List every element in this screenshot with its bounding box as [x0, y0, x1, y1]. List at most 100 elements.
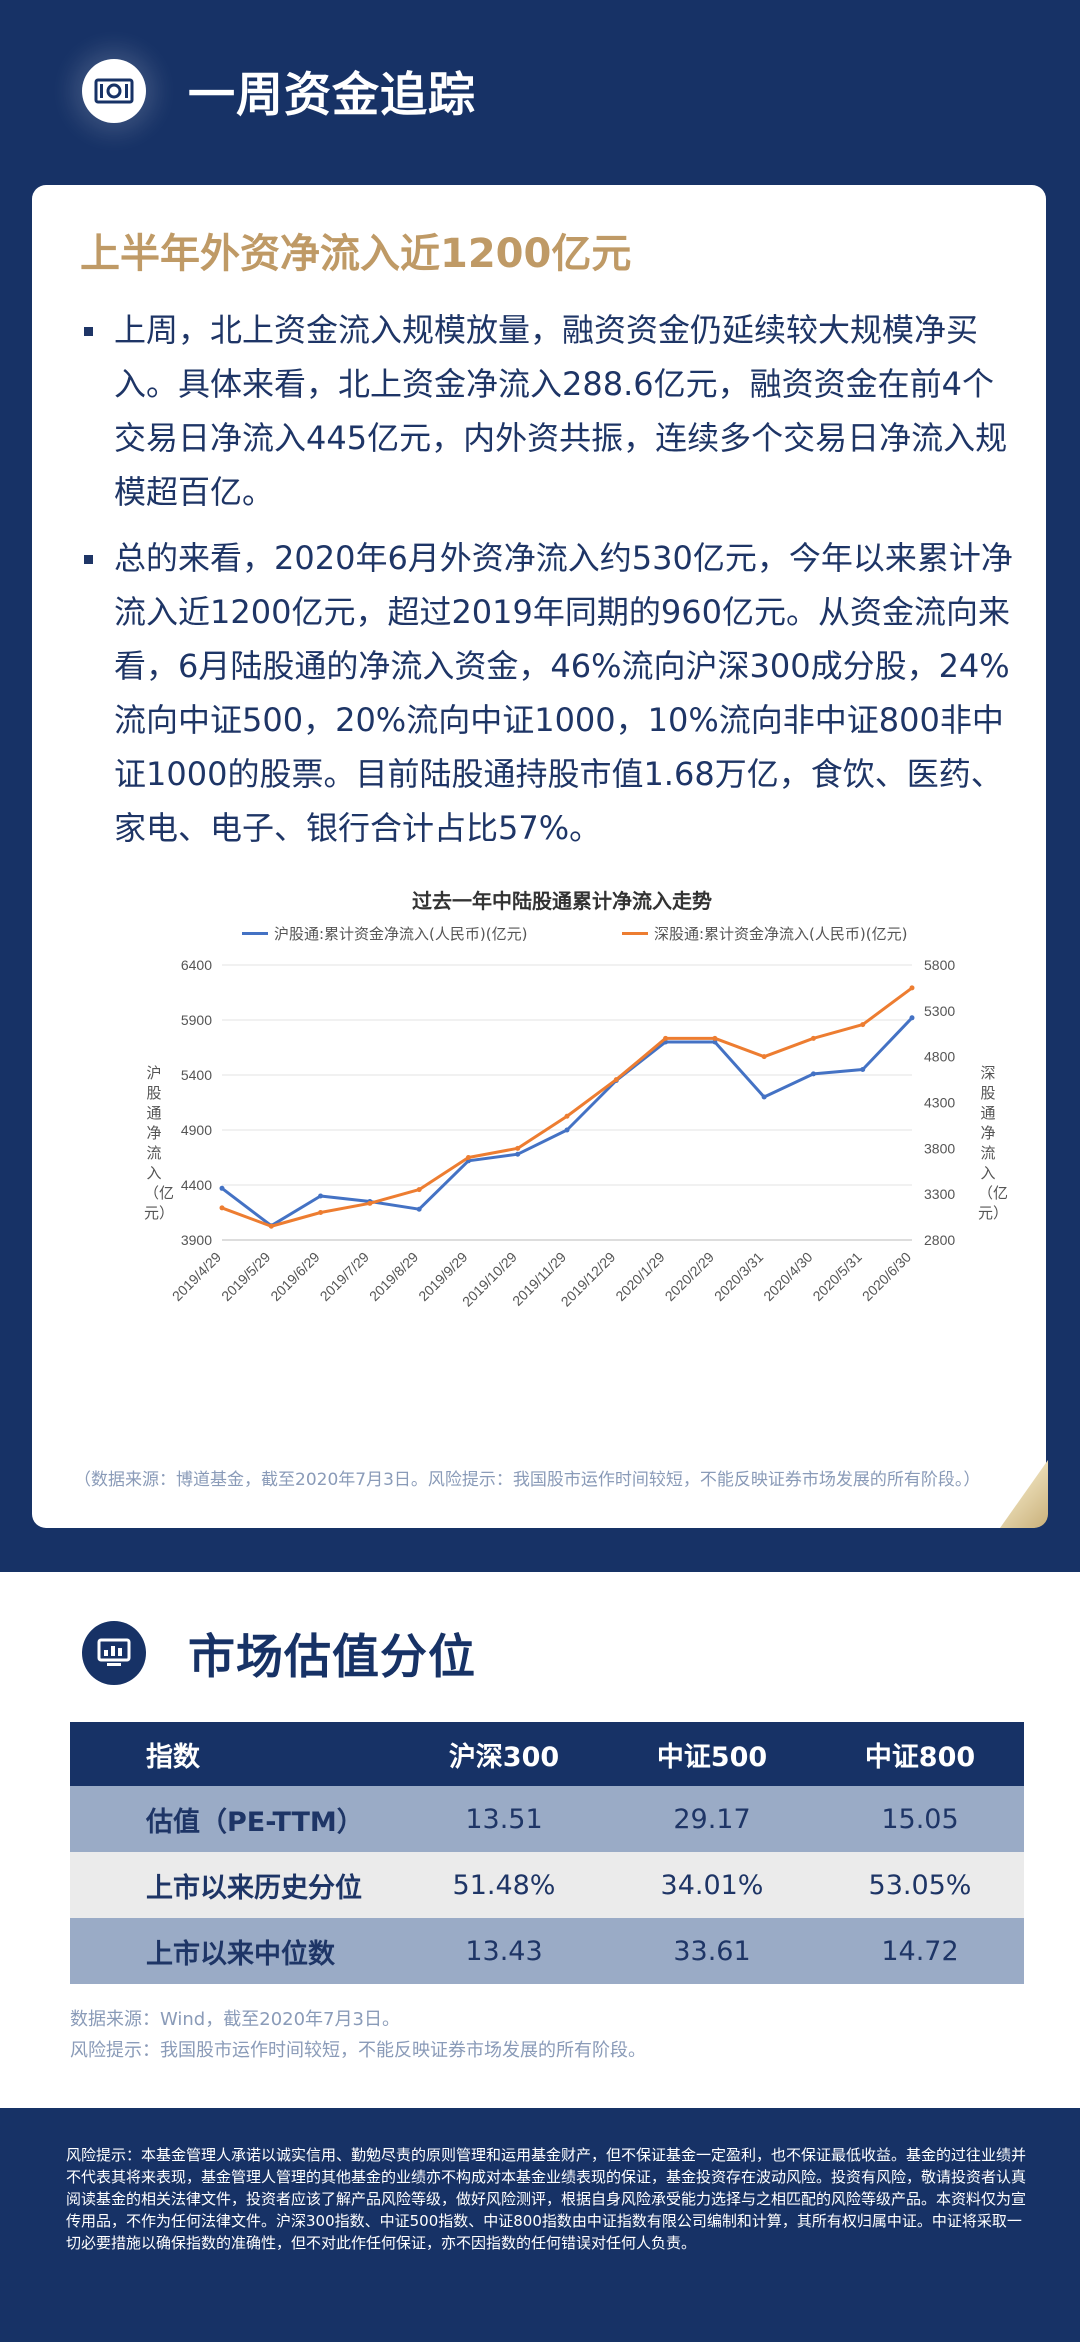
data-point: [613, 1077, 619, 1083]
table-source-note: 数据来源：Wind，截至2020年7月3日。 风险提示：我国股市运作时间较短，不…: [70, 2004, 646, 2066]
risk-text: 风险提示：我国股市运作时间较短，不能反映证券市场发展的所有阶段。: [70, 2040, 646, 2061]
legend-label: 沪股通:累计资金净流入(人民币)(亿元): [274, 925, 528, 943]
data-point: [712, 1039, 718, 1045]
y-tick-label-right: 3300: [924, 1186, 955, 1202]
source-text: 数据来源：Wind，截至2020年7月3日。: [70, 2009, 400, 2030]
x-tick-label: 2020/3/31: [711, 1249, 767, 1305]
data-point: [219, 1205, 225, 1211]
y-tick-label-right: 2800: [924, 1232, 955, 1248]
table-row: 上市以来历史分位 51.48% 34.01% 53.05%: [70, 1852, 1024, 1918]
data-point: [367, 1200, 373, 1206]
money-icon: [82, 58, 146, 123]
table-cell: 51.48%: [400, 1852, 608, 1918]
table-row: 上市以来中位数 13.43 33.61 14.72: [70, 1918, 1024, 1984]
y-tick-label-left: 4900: [181, 1122, 212, 1138]
table-cell: 34.01%: [608, 1852, 816, 1918]
chart-plot: 6400 5900 5400 4900 4400 3900 5800 5300 4800 4300…: [169, 957, 956, 1310]
y-tick-label-left: 4400: [181, 1177, 212, 1193]
x-tick-label: 2019/6/29: [267, 1249, 323, 1305]
x-tick-label: 2020/2/29: [662, 1249, 718, 1305]
data-point: [219, 1185, 225, 1191]
disclaimer-text: 风险提示：本基金管理人承诺以诚实信用、勤勉尽责的原则管理和运用基金财产，但不保证…: [66, 2146, 1027, 2252]
table-cell: 13.43: [400, 1918, 608, 1984]
bullet-marker: [84, 555, 93, 564]
y-tick-label-right: 5300: [924, 1003, 955, 1019]
y-tick-label-right: 3800: [924, 1140, 955, 1156]
column-header: 指数: [70, 1722, 400, 1786]
line-chart: 过去一年中陆股通累计净流入走势 沪股通:累计资金净流入(人民币)(亿元) 深股通…: [92, 885, 1032, 1445]
x-tick-label: 2019/7/29: [317, 1249, 373, 1305]
data-point: [860, 1022, 866, 1028]
table-header-row: 指数 沪深300 中证500 中证800: [70, 1722, 1024, 1786]
x-tick-label: 2020/5/31: [809, 1249, 865, 1305]
data-point: [663, 1035, 669, 1041]
section-title: 一周资金追踪: [188, 68, 476, 123]
y-tick-label-right: 4300: [924, 1095, 955, 1111]
table-cell: 14.72: [816, 1918, 1024, 1984]
legend-swatch-blue: [242, 932, 268, 935]
row-label: 上市以来历史分位: [70, 1852, 400, 1918]
section-header-valuation: 市场估值分位: [82, 1618, 476, 1687]
data-point: [761, 1054, 767, 1060]
paragraph-1-text: 上周，北上资金流入规模放量，融资资金仍延续较大规模净买入。具体来看，北上资金净流…: [114, 311, 1008, 511]
data-point: [564, 1127, 570, 1133]
card-title: 上半年外资净流入近1200亿元: [80, 231, 632, 277]
monitor-icon: [82, 1620, 146, 1685]
x-tick-label: 2019/5/29: [218, 1249, 274, 1305]
x-tick-label: 2020/4/30: [760, 1249, 816, 1305]
section-header-fund-tracking: 一周资金追踪: [82, 56, 476, 125]
series-line-1: [221, 986, 913, 1228]
table-cell: 29.17: [608, 1786, 816, 1852]
data-point: [564, 1113, 570, 1119]
y-tick-label-right: 4800: [924, 1049, 955, 1065]
legend-swatch-orange: [622, 932, 648, 935]
column-header: 中证500: [608, 1722, 816, 1786]
data-point: [515, 1145, 521, 1151]
y-tick-label-right: 5800: [924, 957, 955, 973]
table-cell: 15.05: [816, 1786, 1024, 1852]
data-point: [909, 1015, 915, 1021]
paragraph-2: 总的来看，2020年6月外资净流入约530亿元，今年以来累计净流入近1200亿元…: [84, 531, 1024, 855]
y-tick-label-left: 6400: [181, 957, 212, 973]
bullet-marker: [84, 327, 93, 336]
data-point: [416, 1187, 422, 1193]
x-tick-label: 2020/1/29: [612, 1249, 668, 1305]
chart-footnote: （数据来源：博道基金，截至2020年7月3日。风险提示：我国股市运作时间较短，不…: [74, 1470, 981, 1490]
legend-label: 深股通:累计资金净流入(人民币)(亿元): [654, 925, 908, 943]
row-label: 估值（PE-TTM）: [70, 1786, 400, 1852]
disclaimer-footer: 风险提示：本基金管理人承诺以诚实信用、勤勉尽责的原则管理和运用基金财产，但不保证…: [0, 2108, 1080, 2342]
table-cell: 33.61: [608, 1918, 816, 1984]
data-point: [268, 1223, 274, 1229]
fund-flow-card: 上半年外资净流入近1200亿元 上周，北上资金流入规模放量，融资资金仍延续较大规…: [32, 185, 1046, 1528]
y-tick-label-left: 5900: [181, 1012, 212, 1028]
chart-title: 过去一年中陆股通累计净流入走势: [412, 889, 712, 913]
paragraph-2-text: 总的来看，2020年6月外资净流入约530亿元，今年以来累计净流入近1200亿元…: [114, 539, 1013, 847]
table-cell: 53.05%: [816, 1852, 1024, 1918]
data-point: [810, 1035, 816, 1041]
y-tick-label-left: 5400: [181, 1067, 212, 1083]
row-label: 上市以来中位数: [70, 1918, 400, 1984]
data-point: [761, 1094, 767, 1100]
data-point: [909, 985, 915, 991]
legend-item-hk-sh: 沪股通:累计资金净流入(人民币)(亿元): [242, 923, 527, 944]
data-point: [465, 1155, 471, 1160]
column-header: 沪深300: [400, 1722, 608, 1786]
legend-item-hk-sz: 深股通:累计资金净流入(人民币)(亿元): [622, 923, 907, 944]
x-tick-label: 2019/8/29: [366, 1249, 422, 1305]
series-line-0: [221, 1016, 914, 1228]
table-row: 估值（PE-TTM） 13.51 29.17 15.05: [70, 1786, 1024, 1852]
x-tick-label: 2019/4/29: [169, 1249, 225, 1305]
section-title: 市场估值分位: [188, 1630, 476, 1685]
paragraph-1: 上周，北上资金流入规模放量，融资资金仍延续较大规模净买入。具体来看，北上资金净流…: [84, 303, 1024, 519]
column-header: 中证800: [816, 1722, 1024, 1786]
y-tick-label-left: 3900: [181, 1232, 212, 1248]
valuation-table: 指数 沪深300 中证500 中证800 估值（PE-TTM） 13.51 29…: [70, 1722, 1024, 1984]
data-point: [318, 1210, 324, 1215]
data-point: [810, 1071, 816, 1077]
data-point: [515, 1151, 521, 1157]
data-point: [318, 1193, 324, 1199]
data-point: [860, 1067, 866, 1072]
x-tick-label: 2020/6/30: [859, 1249, 915, 1305]
data-point: [712, 1035, 718, 1041]
table-cell: 13.51: [400, 1786, 608, 1852]
